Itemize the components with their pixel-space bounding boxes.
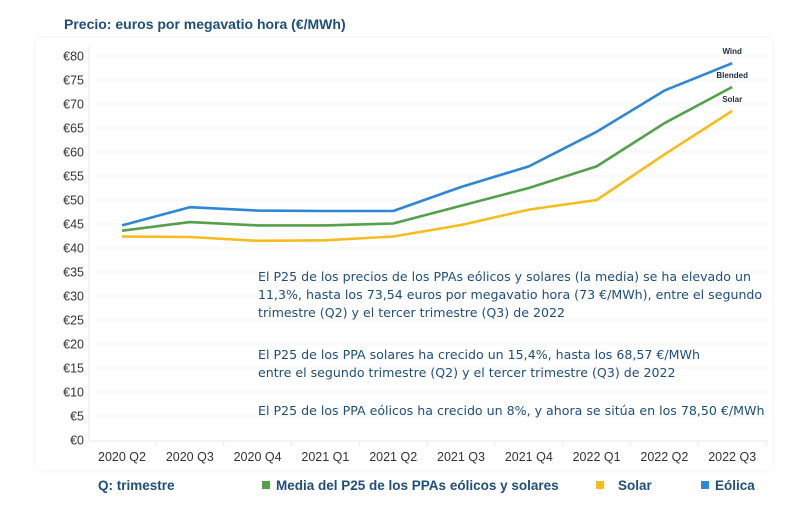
y-tick-label: €70 (63, 98, 84, 112)
y-tick-label: €80 (63, 50, 84, 64)
y-tick-label: €40 (63, 242, 84, 256)
annotation-line: El P25 de los PPA solares ha crecido un … (258, 347, 700, 362)
x-tick-label: 2020 Q3 (166, 450, 214, 464)
y-tick-label: €15 (63, 362, 84, 376)
annotation-line: 11,3%, hasta los 73,54 euros por megavat… (258, 287, 763, 302)
annotation-line: trimestre (Q2) y el tercer trimestre (Q3… (258, 305, 566, 320)
annotation-wind: El P25 de los PPA eólicos ha crecido un … (258, 402, 764, 420)
y-tick-label: €60 (63, 146, 84, 160)
series-lines (121, 61, 733, 243)
x-tick-label: 2020 Q4 (234, 450, 282, 464)
x-tick-label: 2022 Q1 (573, 450, 621, 464)
legend-label: Solar (618, 478, 652, 493)
y-tick-label: €5 (70, 410, 84, 424)
x-axis-label: Q: trimestre (98, 478, 175, 493)
x-tick-label: 2021 Q2 (369, 450, 417, 464)
annotation-line: entre el segundo trimestre (Q2) y el ter… (258, 365, 676, 380)
y-tick-label: €65 (63, 122, 84, 136)
chart-title: Precio: euros por megavatio hora (€/MWh) (64, 16, 346, 32)
legend-swatch (596, 481, 604, 490)
y-tick-label: €50 (63, 194, 84, 208)
legend-item-solar: Solar (596, 478, 652, 493)
x-tick-label: 2020 Q2 (98, 450, 146, 464)
series-line-blended (121, 85, 733, 232)
series-line-solar (121, 109, 733, 243)
y-tick-label: €55 (63, 170, 84, 184)
y-tick-label: €0 (70, 434, 84, 448)
series-end-label: Wind (722, 47, 742, 56)
annotation-line: El P25 de los precios de los PPAs eólico… (258, 269, 751, 284)
series-end-label: Blended (716, 71, 748, 80)
y-tick-label: €35 (63, 266, 84, 280)
y-tick-label: €10 (63, 386, 84, 400)
series-end-label: Solar (722, 95, 742, 104)
y-tick-label: €25 (63, 314, 84, 328)
x-tick-label: 2022 Q3 (708, 450, 756, 464)
legend-swatch (701, 481, 709, 490)
series-line-wind (121, 61, 733, 227)
legend-label: Media del P25 de los PPAs eólicos y sola… (276, 478, 559, 493)
legend-item-blended: Media del P25 de los PPAs eólicos y sola… (262, 478, 559, 493)
y-tick-label: €75 (63, 74, 84, 88)
legend-swatch (262, 481, 270, 490)
y-tick-label: €45 (63, 218, 84, 232)
gridlines (88, 46, 768, 442)
x-tick-label: 2022 Q2 (640, 450, 688, 464)
y-tick-label: €20 (63, 338, 84, 352)
x-tick-label: 2021 Q1 (301, 450, 349, 464)
y-tick-label: €30 (63, 290, 84, 304)
y-axis-ticks: €0 €5 €10 €15 €20 €25 €30 €35 €40 €45 €50 €55 €60 €65… (63, 50, 84, 448)
annotation-line: El P25 de los PPA eólicos ha crecido un … (258, 403, 765, 418)
chart-panel (36, 38, 772, 470)
series-end-labels: Wind Blended Solar (716, 47, 748, 104)
x-tick-label: 2021 Q3 (437, 450, 485, 464)
annotation-solar: El P25 de los PPA solares ha crecido un … (258, 346, 700, 382)
x-tick-label: 2021 Q4 (505, 450, 553, 464)
legend-label: Eólica (715, 478, 755, 493)
legend-item-wind: Eólica (701, 478, 755, 493)
annotation-blended: El P25 de los precios de los PPAs eólico… (258, 268, 762, 322)
x-axis-ticks: 2020 Q2 2020 Q3 2020 Q4 2021 Q1 2021 Q2 2021 … (98, 441, 767, 464)
